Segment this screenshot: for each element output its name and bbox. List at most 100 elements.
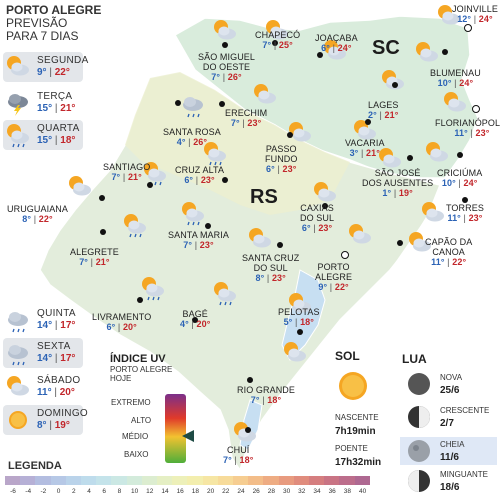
legend-value: 16 bbox=[176, 488, 184, 495]
city-name: PORTO bbox=[317, 262, 350, 272]
sunrise-label: NASCENTE bbox=[335, 413, 379, 422]
city-temps: 7° | 18° bbox=[250, 395, 282, 405]
legend-title: LEGENDA bbox=[8, 460, 62, 472]
city-label-uruguaiana: URUGUAIANA 8° | 22° bbox=[7, 204, 68, 224]
city-temps: 6° | 20° bbox=[106, 322, 137, 332]
legend-swatch bbox=[233, 476, 249, 485]
sun-icon bbox=[339, 372, 367, 400]
city-label-capao: CAPÃO DA CANOA 11° | 22° bbox=[425, 237, 472, 267]
city-name: JOINVILLE bbox=[452, 4, 498, 14]
city-max: 25° bbox=[278, 40, 293, 50]
forecast-subtitle-2: PARA 7 DIAS bbox=[6, 29, 79, 43]
sun-cloud-icon bbox=[214, 20, 236, 40]
city-label-caxias: CAXIAS DO SUL 6° | 23° bbox=[300, 203, 334, 233]
city-label-cruz-alta: CRUZ ALTA 6° | 23° bbox=[175, 165, 224, 185]
city-name: RIO GRANDE bbox=[237, 385, 296, 395]
city-max: 24° bbox=[478, 14, 493, 24]
city-label-sao-miguel: SÃO MIGUEL DO OESTE 7° | 26° bbox=[198, 52, 255, 82]
city-name-2: FUNDO bbox=[265, 154, 298, 164]
city-label-pelotas: PELOTAS 5° | 18° bbox=[278, 307, 320, 327]
sun-cloud-icon bbox=[7, 376, 29, 396]
day-name: SÁBADO bbox=[37, 375, 81, 386]
city-name: SANTA CRUZ bbox=[242, 253, 300, 263]
city-name: CAXIAS bbox=[300, 203, 334, 213]
rain-icon bbox=[183, 97, 203, 118]
legend-swatch bbox=[354, 476, 370, 485]
legend-swatch bbox=[141, 476, 158, 485]
sun-cloud-icon bbox=[409, 232, 431, 252]
city-temps: 6° | 23° bbox=[266, 164, 297, 174]
legend-swatch bbox=[187, 476, 203, 485]
city-label-santa-rosa: SANTA ROSA 4° | 26° bbox=[163, 127, 221, 147]
city-max: 22° bbox=[334, 282, 349, 292]
city-marker-santa-cruz bbox=[277, 242, 283, 248]
moon-phase-date: 11/6 bbox=[440, 452, 459, 463]
city-name: LIVRAMENTO bbox=[92, 312, 152, 322]
city-max: 24° bbox=[463, 178, 478, 188]
city-max: 21° bbox=[95, 257, 110, 267]
city-marker-bage bbox=[192, 317, 198, 323]
day-max: 20° bbox=[59, 387, 75, 398]
day-row-2: QUARTA 15° | 18° bbox=[3, 120, 83, 150]
day-temps: 15° | 18° bbox=[37, 135, 76, 146]
city-max: 18° bbox=[239, 455, 254, 465]
sun-cloud-icon bbox=[379, 148, 401, 168]
legend-swatch bbox=[309, 476, 325, 485]
city-min: 7° bbox=[79, 257, 89, 267]
city-temps: 10° | 24° bbox=[437, 78, 474, 88]
day-min: 14° bbox=[37, 353, 53, 364]
city-name: LAGES bbox=[368, 100, 399, 110]
rain-icon bbox=[8, 345, 28, 366]
city-max: 23° bbox=[468, 213, 483, 223]
day-row-0: SEGUNDA 9° | 22° bbox=[3, 52, 88, 82]
city-min: 2° bbox=[368, 110, 377, 120]
city-name: CRICIÚMA bbox=[437, 168, 483, 178]
city-label-santa-maria: SANTA MARIA 7° | 23° bbox=[168, 230, 229, 250]
city-temps: 11° | 23° bbox=[454, 128, 490, 138]
city-temps: 12° | 24° bbox=[457, 14, 493, 24]
sun-cloud-icon bbox=[438, 5, 460, 25]
day-min: 11° bbox=[37, 387, 52, 398]
city-name-2: DO SUL bbox=[253, 263, 288, 273]
city-min: 7° bbox=[223, 455, 232, 465]
legend-swatch bbox=[172, 476, 188, 485]
city-min: 10° bbox=[441, 178, 456, 188]
legend-value: 28 bbox=[267, 488, 275, 495]
city-temps: 2° | 21° bbox=[368, 110, 399, 120]
sun-cloud-icon bbox=[289, 293, 311, 313]
rain-sun-icon bbox=[182, 202, 204, 226]
rain-sun-icon bbox=[204, 142, 226, 166]
city-max: 23° bbox=[247, 118, 262, 128]
city-max: 20° bbox=[196, 319, 211, 329]
city-min: 6° bbox=[184, 175, 194, 185]
city-temps: 8° | 23° bbox=[255, 273, 286, 283]
sun-cloud-icon bbox=[254, 84, 276, 104]
city-temps: 7° | 25° bbox=[262, 40, 293, 50]
city-temps: 3° | 21° bbox=[349, 148, 380, 158]
city-label-joacaba: JOAÇABA 6° | 24° bbox=[315, 33, 358, 53]
city-label-lages: LAGES 2° | 21° bbox=[368, 100, 399, 120]
city-min: 6° bbox=[266, 164, 275, 174]
legend-swatch bbox=[35, 476, 51, 485]
day-row-3: QUINTA 14° | 17° bbox=[3, 305, 83, 335]
legend-value: -4 bbox=[25, 488, 32, 495]
thunderstorm-icon bbox=[8, 94, 28, 116]
city-marker-caxias bbox=[322, 203, 328, 209]
city-name: CRUZ ALTA bbox=[175, 165, 225, 175]
city-label-blumenau: BLUMENAU 10° | 24° bbox=[430, 68, 481, 88]
city-min: 8° bbox=[255, 273, 265, 283]
sun-cloud-icon bbox=[382, 70, 404, 90]
city-max: 19° bbox=[398, 188, 413, 198]
forecast-header: PORTO ALEGRE PREVISÃO PARA 7 DIAS bbox=[6, 4, 101, 43]
city-min: 11° bbox=[431, 257, 445, 267]
sun-cloud-icon bbox=[426, 142, 448, 162]
rain-sun-icon bbox=[7, 124, 29, 148]
city-label-chapeco: CHAPECÓ 7° | 25° bbox=[255, 30, 300, 50]
uv-level-alto: ALTO bbox=[131, 416, 152, 425]
moon-title: LUA bbox=[402, 352, 427, 366]
legend-value: 24 bbox=[237, 488, 245, 495]
city-marker-capao bbox=[397, 240, 403, 246]
legend-swatch bbox=[126, 476, 142, 485]
city-marker-criciuma bbox=[457, 152, 463, 158]
city-name: BAGÉ bbox=[182, 309, 208, 319]
